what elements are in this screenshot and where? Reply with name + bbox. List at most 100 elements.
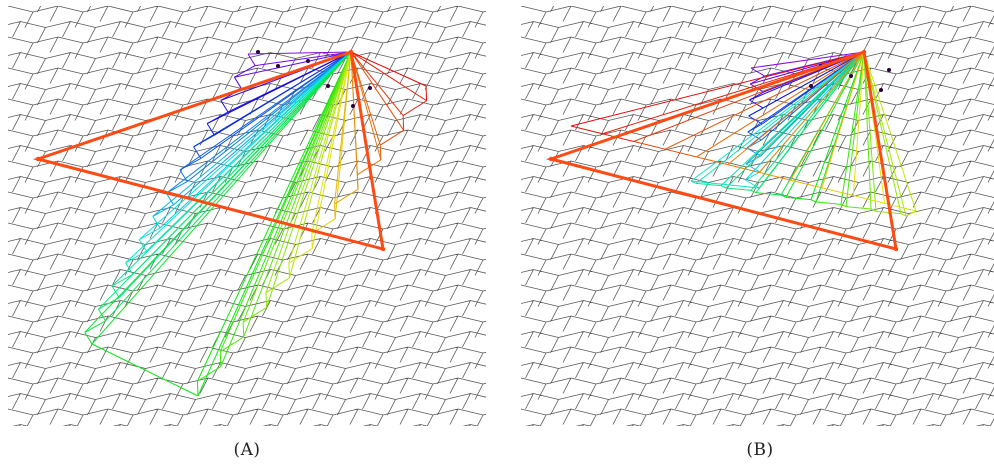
panel-b-chain-edge: [720, 185, 727, 189]
panel-a-chain-edge: [206, 111, 229, 125]
tiling-lines: [8, 6, 486, 426]
panel-a-fan-edge: [196, 51, 352, 382]
panel-a-vertex-mark: [368, 86, 372, 90]
panel-a-caption: (A): [233, 440, 261, 460]
panel-a-chain-edge: [265, 277, 290, 294]
panel-a-chain-edge: [220, 100, 229, 113]
panel-b-fan-edge: [725, 51, 865, 189]
panel-a-fan-edge: [186, 51, 352, 182]
panel-a-tiling: [8, 6, 486, 426]
panel-b-chain-edge: [746, 147, 761, 157]
panel-a-fan-edge: [219, 51, 352, 352]
panel-b-chain-edge: [695, 182, 722, 187]
panel-b-triangle: [545, 49, 899, 252]
panel-a-diagram: [8, 6, 486, 426]
panel-b-chain-edge: [750, 67, 765, 77]
panel-b-chain-edge: [570, 125, 603, 135]
panel-a-fan-edge: [173, 51, 352, 206]
panel-a-edge-fan: [84, 50, 428, 397]
panel-b-fan-edge: [863, 51, 877, 212]
panel-a-vertex-mark: [351, 104, 355, 108]
panel-a-chain-edge: [288, 247, 313, 264]
panel-b-fan-edge: [821, 51, 865, 188]
panel-b-caption: (B): [746, 440, 774, 460]
panel-b-chain-edge: [870, 208, 877, 212]
panel-b-chain-edge: [821, 187, 854, 197]
panel-a-fan-edge: [350, 51, 427, 102]
panel-a-fan-edge: [311, 51, 352, 234]
panel-b-chain-edge: [748, 107, 764, 117]
panel-a-chain-edge: [402, 115, 405, 131]
panel-a-chain-edge: [111, 273, 134, 287]
panel-a-chain-edge: [196, 381, 199, 397]
panel-b-fan-edge: [750, 51, 865, 191]
panel-a-chain-edge: [311, 233, 313, 249]
panel-b-fan-edge: [863, 51, 907, 217]
panel-b-fan-edge: [750, 51, 865, 69]
panel-a-chain-edge: [91, 343, 199, 397]
panel-b-fan-edge: [863, 51, 917, 212]
panel-a-chain-edge: [379, 145, 382, 160]
panel-b-fan-edge: [748, 51, 865, 117]
panel-b-chain-edge: [745, 155, 761, 165]
panel-b-fan-edge: [633, 51, 865, 142]
panel-a-chain-edge: [152, 216, 161, 229]
panel-a-chain-edge: [247, 53, 256, 66]
panel-a-fan-edge: [193, 51, 352, 148]
panel-a-triangle: [32, 49, 386, 252]
panel-b-chain-edge: [845, 206, 872, 210]
panel-a-fan-edge: [266, 51, 352, 308]
panel-b-chain-edge: [875, 210, 902, 215]
panel-a-chain-edge: [334, 188, 359, 205]
panel-a-fan-edge: [105, 51, 352, 322]
panel-a-chain-edge: [380, 129, 404, 146]
panel-b-chain-edge: [900, 213, 907, 217]
panel-a-fan-edge: [350, 51, 404, 116]
panel-b-triangle-vertex: [548, 156, 554, 162]
panel-a-chain-edge: [125, 250, 147, 264]
panel-a-fan-edge: [98, 51, 352, 310]
panel-b-vertex-mark: [879, 88, 883, 92]
panel-b-chain-edge: [696, 156, 728, 166]
panel-b-vertex-mark: [849, 74, 853, 78]
panel-a-chain-edge: [288, 263, 290, 278]
panel-b-fan-edge: [664, 51, 865, 150]
panel-a-chain-edge: [265, 292, 268, 308]
panel-b-fan-edge: [570, 51, 865, 127]
panel-a-fan-edge: [334, 51, 352, 205]
panel-b-chain-edge: [785, 196, 812, 201]
panel-a-chain-edge: [233, 76, 243, 90]
panel-a-chain-edge: [84, 332, 93, 345]
panel-a-chain-edge: [356, 174, 359, 190]
panel-a-fan-edge: [255, 51, 352, 67]
panel-b-chain-edge: [664, 148, 697, 158]
panel-b-chain-edge: [750, 189, 757, 194]
panel-b-fan-edge: [810, 51, 865, 200]
panel-b-triangle-outline: [545, 50, 898, 252]
panel-a-chain-edge: [138, 227, 161, 241]
panel-b-canvas: [521, 6, 994, 426]
panel-a-fan-edge: [247, 51, 352, 55]
panel-a-chain-edge: [334, 204, 336, 219]
panel-b-fan-edge: [845, 51, 865, 207]
panel-b-chain-edge: [759, 171, 791, 181]
panel-a-fan-edge: [91, 51, 352, 345]
panel-b-fan-edge: [695, 51, 865, 184]
panel-a-chain-edge: [179, 169, 188, 182]
panel-b-chain-edge: [815, 201, 842, 205]
panel-a-chain-edge: [138, 239, 147, 252]
panel-b-chain-edge: [745, 179, 760, 189]
panel-b-chain-edge: [853, 195, 885, 204]
panel-a-chain-edge: [206, 123, 215, 136]
panel-b-chain-edge: [905, 210, 917, 217]
panel-b-chain-edge: [745, 171, 761, 181]
panel-b-chain-edge: [810, 199, 817, 203]
panel-b-vertex-mark: [809, 84, 813, 88]
panel-b-fan-edge: [755, 51, 865, 193]
panel-b-diagram: [521, 6, 994, 426]
panel-b-chain-edge: [747, 123, 763, 133]
panel-a-vertex-mark: [256, 50, 260, 54]
panel-a-fan-edge: [220, 51, 352, 367]
panel-a-chain-edge: [425, 85, 428, 101]
panel-a-vertex-mark: [326, 84, 330, 88]
